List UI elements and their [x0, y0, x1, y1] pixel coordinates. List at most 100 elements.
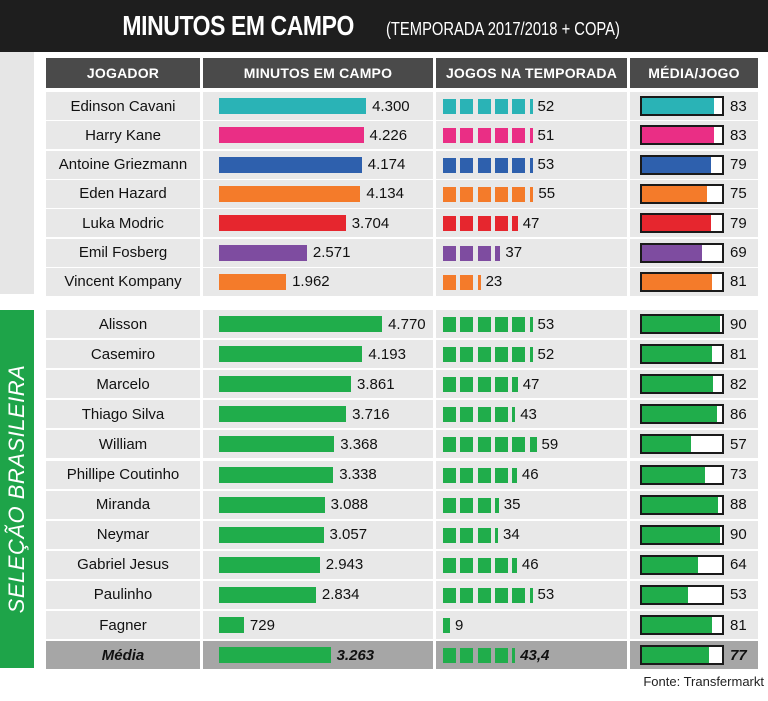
games-partial-square — [529, 587, 533, 603]
table-row — [46, 550, 758, 579]
column-divider — [627, 92, 630, 120]
column-divider — [200, 340, 203, 369]
media-value: 57 — [730, 435, 747, 453]
media-box — [640, 213, 724, 234]
table-row — [46, 267, 758, 296]
table-row — [46, 370, 758, 399]
games-partial-square — [529, 186, 534, 202]
minutes-value: 4.226 — [369, 126, 408, 144]
games-square — [443, 648, 456, 664]
games-square — [443, 245, 456, 261]
media-box — [640, 404, 724, 425]
games-partial-square — [512, 557, 517, 573]
minutes-value: 1.962 — [292, 273, 330, 291]
games-square — [460, 245, 474, 261]
minutes-value: 3.088 — [330, 496, 369, 514]
player-name: Gabriel Jesus — [77, 556, 169, 574]
media-value: 53 — [730, 586, 747, 604]
games-square — [477, 377, 491, 393]
games-square — [460, 587, 474, 603]
column-divider — [200, 430, 203, 459]
media-value: 82 — [730, 375, 747, 393]
media-box — [640, 494, 724, 515]
minutes-value: 3.861 — [357, 375, 395, 393]
column-divider — [627, 267, 630, 296]
media-box — [640, 314, 724, 334]
games-square — [494, 377, 508, 393]
column-divider — [433, 580, 436, 609]
media-box — [640, 183, 724, 204]
games-value: 52 — [537, 97, 555, 115]
media-fill — [642, 185, 707, 202]
table-row — [46, 611, 758, 639]
minutes-value: 4.134 — [366, 185, 404, 203]
games-square — [477, 317, 491, 332]
games-square — [494, 186, 508, 202]
minutes-bar — [219, 466, 334, 483]
games-square — [494, 587, 508, 603]
games-square — [494, 317, 508, 332]
games-square — [443, 186, 456, 202]
games-value: 55 — [538, 185, 556, 203]
media-fill — [642, 496, 719, 513]
media-box — [640, 242, 724, 263]
column-divider — [627, 580, 630, 609]
table-row — [46, 310, 758, 338]
games-square — [477, 497, 491, 513]
media-fill — [642, 346, 713, 363]
games-square — [477, 216, 491, 232]
games-value: 23 — [485, 273, 503, 291]
column-divider — [433, 550, 436, 579]
games-square — [512, 587, 526, 603]
media-value: 77 — [730, 646, 747, 664]
media-value: 79 — [730, 214, 747, 232]
games-square — [443, 437, 456, 453]
games-value: 51 — [537, 126, 555, 144]
column-divider — [433, 370, 436, 399]
player-name: Casemiro — [90, 345, 156, 363]
games-value: 46 — [521, 466, 539, 483]
games-square — [477, 128, 491, 144]
minutes-bar — [219, 556, 320, 573]
games-partial-square — [512, 467, 517, 483]
media-fill — [642, 98, 714, 114]
games-square — [460, 557, 474, 573]
table-row — [46, 238, 758, 267]
header-media: MÉDIA/JOGO — [630, 58, 758, 88]
column-divider — [627, 209, 630, 238]
games-value: 52 — [537, 345, 555, 363]
games-square — [460, 467, 474, 483]
games-value: 53 — [537, 315, 555, 333]
media-value: 81 — [730, 616, 747, 634]
games-square — [443, 527, 456, 543]
games-square — [460, 407, 474, 423]
player-name: Phillipe Coutinho — [66, 466, 180, 483]
games-square — [494, 347, 508, 363]
games-square — [443, 274, 456, 290]
minutes-bar — [219, 127, 364, 144]
table-row — [46, 400, 758, 429]
column-divider — [200, 400, 203, 429]
column-divider — [433, 121, 436, 150]
minutes-bar — [219, 316, 383, 332]
games-partial-square — [494, 497, 499, 513]
minutes-value: 2.571 — [312, 244, 351, 261]
games-square — [443, 587, 456, 603]
games-partial-square — [529, 99, 533, 114]
media-box — [640, 434, 724, 455]
column-divider — [200, 490, 203, 519]
column-divider — [627, 340, 630, 369]
games-partial-square — [529, 347, 533, 363]
player-name: Emil Fosberg — [78, 244, 168, 261]
media-box — [640, 271, 724, 292]
media-value: 90 — [730, 315, 747, 333]
media-value: 69 — [730, 244, 747, 261]
title-bar: MINUTOS EM CAMPO (TEMPORADA 2017/2018 + … — [0, 0, 768, 52]
column-divider — [433, 310, 436, 338]
table-row — [46, 490, 758, 519]
column-divider — [627, 238, 630, 267]
games-square — [512, 186, 526, 202]
games-partial-square — [443, 618, 450, 633]
average-row — [46, 641, 758, 670]
group-label-brazil: SELEÇÃO BRASILEIRA — [4, 364, 29, 614]
